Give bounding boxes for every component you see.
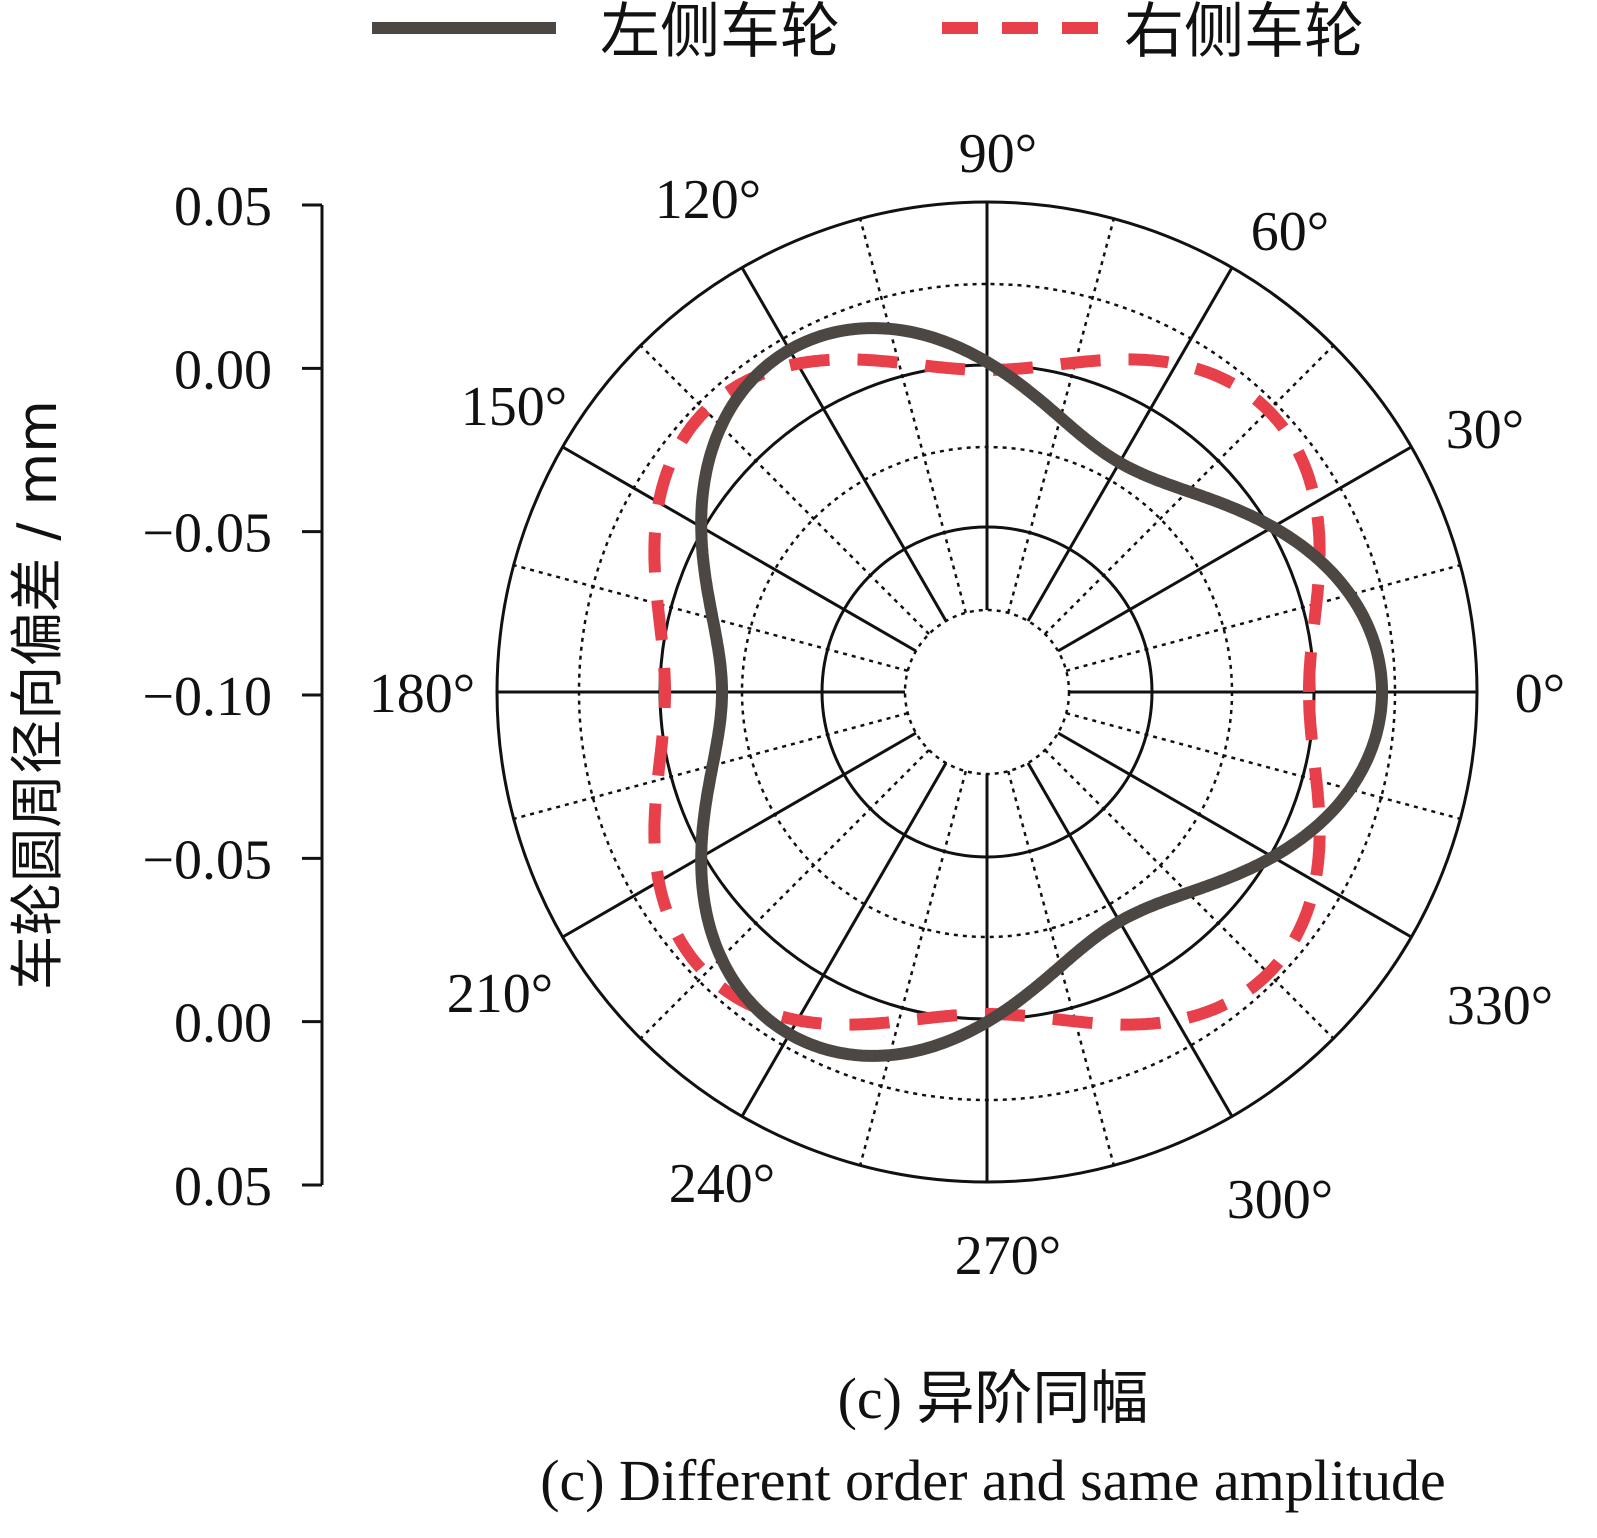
angle-label: 300° (1227, 1169, 1333, 1231)
y-tick-label: 0.00 (174, 993, 272, 1055)
angle-label: 120° (655, 169, 761, 231)
polar-grid (495, 200, 1479, 1184)
y-tick-label: −0.10 (142, 666, 272, 728)
angle-label: 90° (959, 123, 1037, 185)
grid-spoke (561, 445, 917, 653)
angle-label: 330° (1447, 975, 1553, 1037)
angle-label: 0° (1515, 663, 1565, 725)
grid-spoke (740, 762, 948, 1118)
grid-spoke (1057, 445, 1413, 653)
angle-label: 270° (955, 1225, 1061, 1287)
y-tick-label: 0.05 (174, 176, 272, 238)
grid-spoke (1026, 266, 1234, 622)
grid-spoke (1026, 762, 1234, 1118)
y-tick-label: 0.05 (174, 1156, 272, 1218)
grid-spoke-dotted (639, 749, 930, 1040)
series-group (648, 322, 1388, 1062)
legend: 左侧车轮 右侧车轮 (372, 0, 1364, 67)
series-right-wheel (648, 353, 1326, 1031)
caption-cn: (c) 异阶同幅 (838, 1366, 1149, 1431)
grid-spoke (1057, 731, 1413, 939)
grid-spoke-dotted (1065, 563, 1461, 672)
y-tick-label: −0.05 (142, 503, 272, 565)
angle-label: 240° (669, 1153, 775, 1215)
grid-spoke (740, 266, 948, 622)
y-axis-label: 车轮圆周径向偏差 / mm (6, 400, 69, 990)
y-tick-label: −0.05 (142, 829, 272, 891)
angle-label: 210° (447, 963, 553, 1025)
angle-labels: 0° 30° 60° 90° 120° 150° 180° 210° 240° 270° 300° 3… (369, 123, 1565, 1287)
legend-label-right-wheel: 右侧车轮 (1124, 0, 1364, 67)
grid-ring-dotted (903, 608, 1071, 776)
angle-label: 180° (369, 663, 475, 725)
grid-spoke (561, 731, 917, 939)
y-axis: 0.05 0.00 −0.05 −0.10 −0.05 0.00 0.05 车轮圆周径向偏差… (6, 176, 324, 1218)
grid-spoke-dotted (858, 770, 967, 1166)
grid-spoke-dotted (858, 218, 967, 614)
grid-spoke-dotted (639, 344, 930, 635)
angle-label: 30° (1446, 399, 1524, 461)
caption-en: (c) Different order and same amplitude (540, 1448, 1446, 1513)
angle-label: 150° (461, 376, 567, 438)
legend-label-left-wheel: 左侧车轮 (600, 0, 840, 67)
angle-label: 60° (1251, 201, 1329, 263)
grid-spoke-dotted (1065, 712, 1461, 821)
y-tick-label: 0.00 (174, 339, 272, 401)
series-left-wheel (695, 322, 1388, 1062)
